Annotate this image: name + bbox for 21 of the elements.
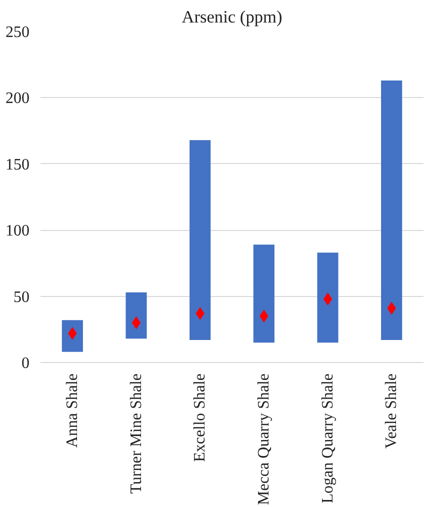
x-tick-label: Anna Shale (64, 374, 81, 448)
y-tick-label: 50 (14, 288, 30, 306)
bar (381, 80, 402, 340)
x-tick-label: Excello Shale (192, 373, 209, 462)
x-tick-label: Logan Quarry Shale (319, 374, 336, 504)
bar (317, 252, 338, 343)
x-tick-label: Veale Shale (383, 374, 400, 449)
point (132, 316, 141, 330)
point (323, 292, 332, 306)
bar (190, 140, 211, 340)
y-tick-label: 0 (22, 355, 30, 372)
y-tick-label: 150 (6, 156, 30, 174)
bar (62, 320, 83, 352)
y-tick-label: 250 (6, 24, 30, 41)
x-tick-label: Turner Mine Shale (128, 373, 145, 494)
bar (126, 292, 147, 339)
bar (253, 244, 274, 343)
x-tick-label: Mecca Quarry Shale (255, 373, 272, 505)
chart-title: Arsenic (ppm) (182, 8, 283, 26)
y-tick-label: 200 (6, 90, 30, 108)
y-tick-label: 100 (6, 222, 30, 240)
